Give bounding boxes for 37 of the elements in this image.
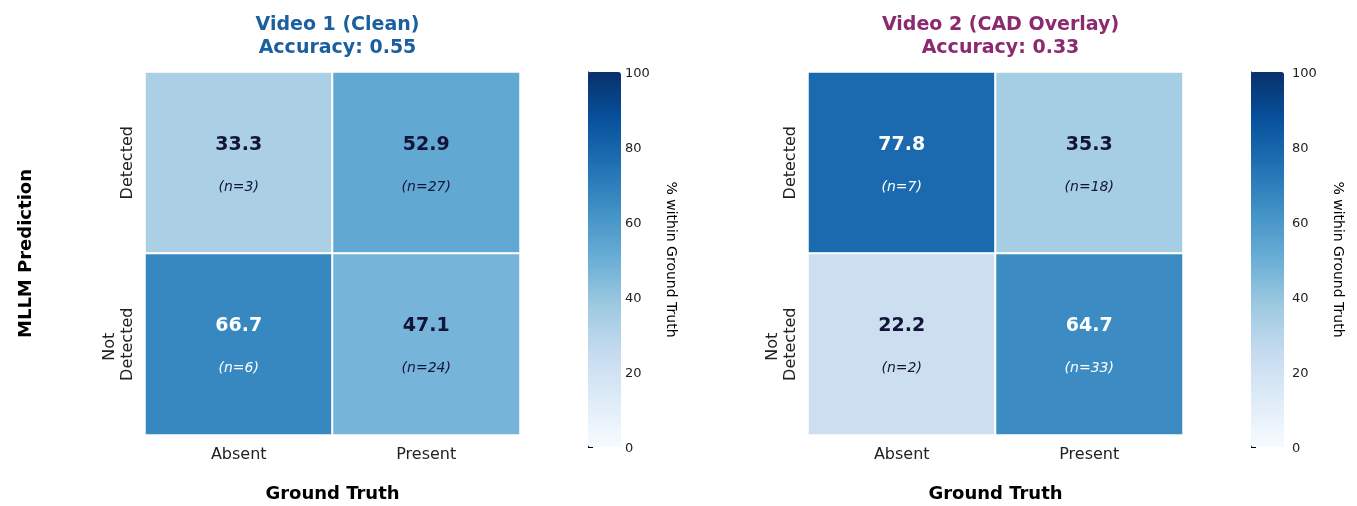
x-axis-title: Ground Truth: [265, 481, 400, 503]
x-tick-label: Absent: [210, 443, 267, 463]
x-tick-label: Present: [1059, 443, 1120, 463]
color-bar-title: % within Ground Truth: [664, 181, 680, 338]
color-bar-label: 40: [1292, 289, 1309, 305]
text: 33.3 (n=3): [215, 131, 263, 194]
x-tick-label: Present: [396, 443, 457, 463]
y-tick-label: Not Detected: [761, 307, 799, 381]
x-axis-title: Ground Truth: [928, 481, 1063, 503]
text: 22.2 (n=2): [878, 313, 926, 376]
chart-title: Video 1 (Clean): [255, 11, 420, 34]
text: 35.3 (n=18): [1064, 131, 1114, 194]
color-bar-label: 0: [1292, 439, 1301, 455]
chart-subtitle: Accuracy: 0.55: [258, 34, 417, 57]
chart-subtitle: Accuracy: 0.33: [921, 34, 1080, 57]
chart-title: Video 2 (CAD Overlay): [881, 11, 1120, 34]
x-tick-label: Absent: [873, 443, 930, 463]
text: 47.1 (n=24): [401, 313, 451, 376]
text: 77.8 (n=7): [878, 131, 926, 194]
text: 66.7 (n=6): [215, 313, 263, 376]
text: 52.9 (n=27): [401, 131, 451, 194]
color-bar-label: 80: [625, 139, 642, 155]
color-bar-label: 60: [625, 214, 642, 230]
color-bar-label: 20: [625, 364, 642, 380]
color-bar-label: 80: [1292, 139, 1309, 155]
y-tick-label: Detected: [116, 126, 136, 200]
y-axis-title: MLLM Prediction: [13, 169, 35, 338]
y-tick-label: Detected: [779, 126, 799, 200]
color-bar-label: 0: [625, 439, 634, 455]
text: 64.7 (n=33): [1064, 313, 1114, 376]
color-bar-title: % within Ground Truth: [1331, 181, 1347, 338]
color-bar-label: 20: [1292, 364, 1309, 380]
y-tick-label: Not Detected: [98, 307, 136, 381]
color-bar-label: 100: [1292, 64, 1317, 80]
color-bar-label: 40: [625, 289, 642, 305]
color-bar-label: 100: [625, 64, 650, 80]
color-bar-label: 60: [1292, 214, 1309, 230]
